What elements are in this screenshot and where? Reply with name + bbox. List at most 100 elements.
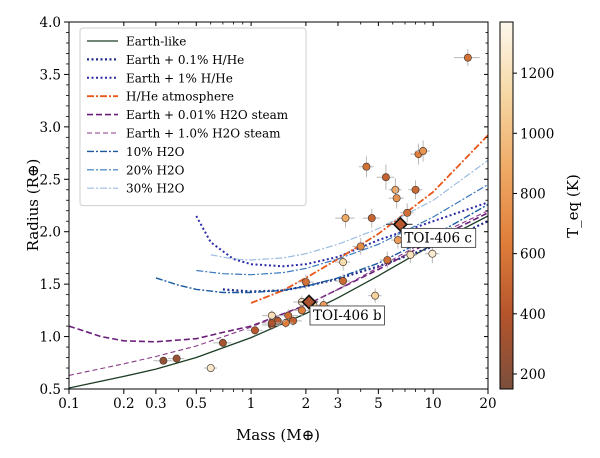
curve-6 (155, 203, 488, 294)
legend-box (79, 27, 307, 207)
highlighted-planet: TOI-406 b (298, 294, 385, 326)
x-tick-label: 0.3 (145, 396, 166, 412)
highlighted-planet: TOI-406 c (385, 215, 477, 248)
colorbar-tick-label: 400 (520, 307, 546, 323)
planet-point (403, 246, 417, 264)
highlighted-label: TOI-406 b (313, 308, 382, 324)
x-tick-label: 3 (334, 396, 343, 412)
y-tick-label: 0.5 (40, 382, 61, 398)
model-curves (69, 134, 488, 389)
y-axis-label: Radius (R⊕) (24, 159, 42, 252)
planet-marker (411, 185, 420, 194)
y-tick-label: 3.0 (40, 120, 61, 136)
planet-point (335, 273, 351, 289)
curve-7 (196, 183, 488, 276)
planet-point (262, 317, 281, 329)
colorbar-tick-label: 200 (520, 367, 546, 383)
planet-marker (371, 291, 380, 300)
planet-point (168, 354, 185, 363)
legend-label: 30% H2O (126, 182, 185, 196)
planet-marker (406, 250, 415, 259)
planet-point (410, 143, 426, 165)
x-tick-label: 0.1 (58, 396, 79, 412)
legend-item: Earth + 1.0% H2O steam (87, 127, 281, 141)
planet-point (297, 274, 314, 290)
planet-point (153, 356, 173, 365)
planet-point (293, 304, 310, 317)
planet-marker (356, 242, 365, 251)
highlighted-marker (392, 216, 408, 233)
x-axis: 0.1 0.2 0.3 0.5 1 2 3 5 10 20 (58, 22, 497, 412)
colorbar-tick-label: 1000 (520, 126, 554, 142)
highlighted-label: TOI-406 c (404, 230, 472, 246)
planet-marker (362, 162, 371, 171)
y-tick-label: 2.5 (40, 172, 61, 188)
planet-marker (218, 338, 227, 347)
legend-label: 20% H2O (126, 163, 185, 177)
planet-marker (206, 364, 215, 372)
planet-point (277, 309, 298, 322)
planet-marker (391, 185, 400, 194)
planet-point (376, 164, 395, 190)
planet-marker (383, 256, 392, 264)
planet-marker (159, 356, 168, 365)
planet-point (213, 338, 232, 348)
y-tick-label: 2.0 (40, 225, 61, 241)
planet-marker (284, 311, 293, 320)
planet-marker (419, 147, 428, 155)
x-tick-label: 0.2 (113, 396, 134, 412)
legend-label: 10% H2O (126, 145, 185, 159)
planet-point (335, 253, 351, 271)
curve-1 (222, 220, 488, 293)
planet-marker (392, 194, 401, 203)
highlighted-label-box (309, 305, 385, 326)
colorbar-tick-label: 800 (520, 186, 546, 202)
planet-marker (172, 354, 181, 363)
planet-marker (393, 236, 402, 245)
legend-item: Earth + 1% H/He (87, 71, 233, 85)
planet-point (358, 156, 374, 178)
colorbar-gradient (499, 21, 514, 390)
planet-marker (301, 278, 310, 286)
x-tick-label: 5 (374, 396, 383, 412)
highlighted-planets: TOI-406 c TOI-406 b (298, 215, 477, 326)
planet-marker (381, 173, 390, 182)
planet-marker (428, 249, 437, 258)
planet-point (400, 203, 414, 223)
legend-label: Earth + 1.0% H2O steam (126, 127, 281, 141)
planet-marker (267, 318, 276, 327)
planet-marker (367, 214, 376, 223)
colorbar: 200 400 600 800 1000 1200 T_eq (K) (499, 21, 582, 390)
highlighted-label-box (400, 227, 477, 248)
colorbar-tick-label: 1200 (520, 66, 554, 82)
legend-item: 10% H2O (87, 145, 185, 159)
legend-label: Earth + 0.01% H2O steam (126, 108, 289, 122)
legend-item: 30% H2O (87, 182, 185, 196)
legend-item: Earth-like (87, 35, 186, 49)
y-tick-label: 1.5 (40, 277, 61, 293)
x-tick-label: 20 (479, 396, 496, 412)
planet-point (379, 251, 395, 269)
plot-frame (68, 21, 489, 390)
colorbar-tick-label: 600 (520, 247, 546, 263)
x-tick-label: 1 (247, 396, 256, 412)
planet-point (335, 208, 355, 228)
planet-point (203, 364, 218, 372)
colorbar-label: T_eq (K) (564, 174, 582, 238)
legend-label: H/He atmosphere (126, 90, 234, 104)
planet-point (362, 208, 380, 228)
planet-point (388, 187, 404, 209)
planet-point (453, 49, 480, 67)
planet-point (247, 325, 263, 336)
curve-4 (69, 212, 488, 343)
legend: Earth-like Earth + 0.1% H/He Earth + 1% H/… (79, 27, 307, 207)
planet-point (408, 180, 423, 200)
legend-item: H/He atmosphere (87, 90, 234, 104)
planet-point (368, 288, 382, 304)
curve-8 (210, 159, 488, 261)
planet-marker (339, 258, 348, 267)
x-axis-label: Mass (M⊕) (236, 426, 320, 444)
x-tick-label: 0.5 (186, 396, 207, 412)
